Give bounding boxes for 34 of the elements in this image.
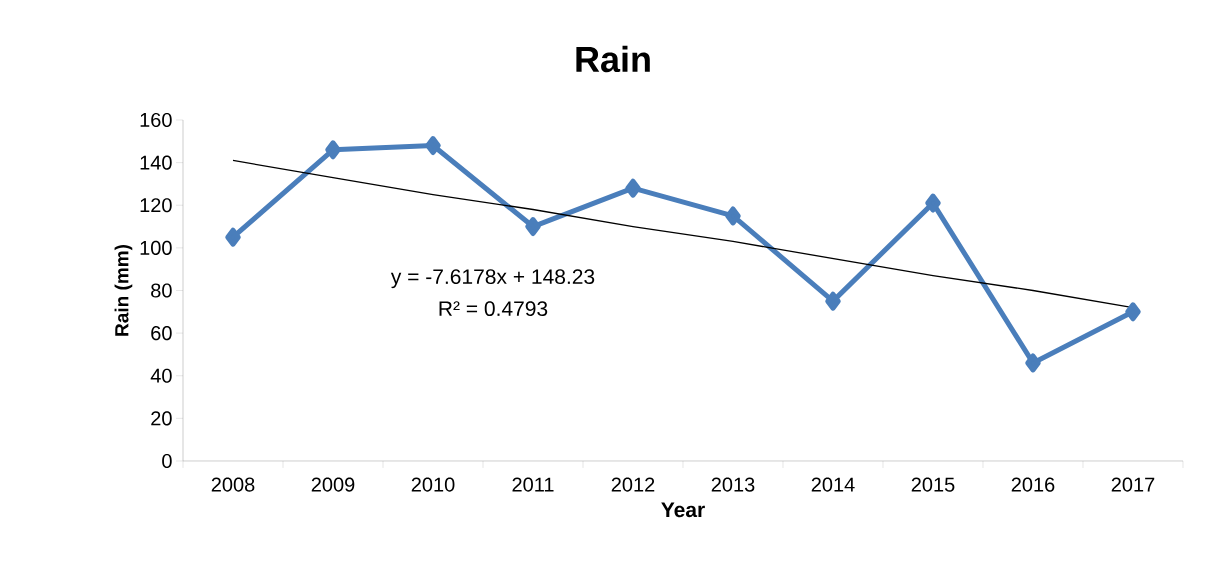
- y-tick-label: 160: [140, 112, 172, 128]
- y-tick-label: 40: [150, 368, 172, 383]
- point: [625, 178, 641, 198]
- y-tick-label: 120: [140, 198, 172, 213]
- y-tick-label: 80: [151, 283, 172, 298]
- x-tick-label: 2013: [711, 477, 755, 492]
- x-tick-label: 2015: [911, 477, 955, 492]
- y-axis-title: Rain (mm): [114, 245, 133, 336]
- point: [925, 193, 941, 213]
- x-tick-label: 2012: [611, 477, 655, 492]
- y-tick-label: 20: [151, 411, 172, 426]
- x-axis-title: Year: [661, 502, 705, 518]
- x-tick-label: 2010: [411, 477, 455, 492]
- point: [425, 136, 441, 156]
- point: [1125, 302, 1141, 322]
- point: [1025, 353, 1041, 373]
- y-tick-label: 100: [140, 240, 172, 255]
- point: [725, 206, 741, 226]
- point: [325, 140, 341, 160]
- y-tick-label: 140: [140, 155, 172, 170]
- annotation: y = -7.6178x + 148.23: [390, 269, 595, 289]
- y-tick-label: 60: [151, 326, 172, 341]
- x-tick-label: 2017: [1111, 477, 1155, 492]
- point: [525, 217, 541, 237]
- x-tick-label: 2014: [811, 477, 855, 492]
- x-tick-label: 2016: [1011, 477, 1055, 492]
- y-tick-label: 0: [162, 453, 172, 469]
- chart-title: Rain: [576, 45, 650, 73]
- x-tick-label: 2011: [512, 477, 554, 492]
- x-tick-label: 2009: [311, 477, 355, 492]
- x-tick-label: 2008: [211, 477, 255, 492]
- annotation: R² = 0.4793: [439, 301, 548, 317]
- point: [825, 291, 841, 311]
- point: [225, 227, 241, 247]
